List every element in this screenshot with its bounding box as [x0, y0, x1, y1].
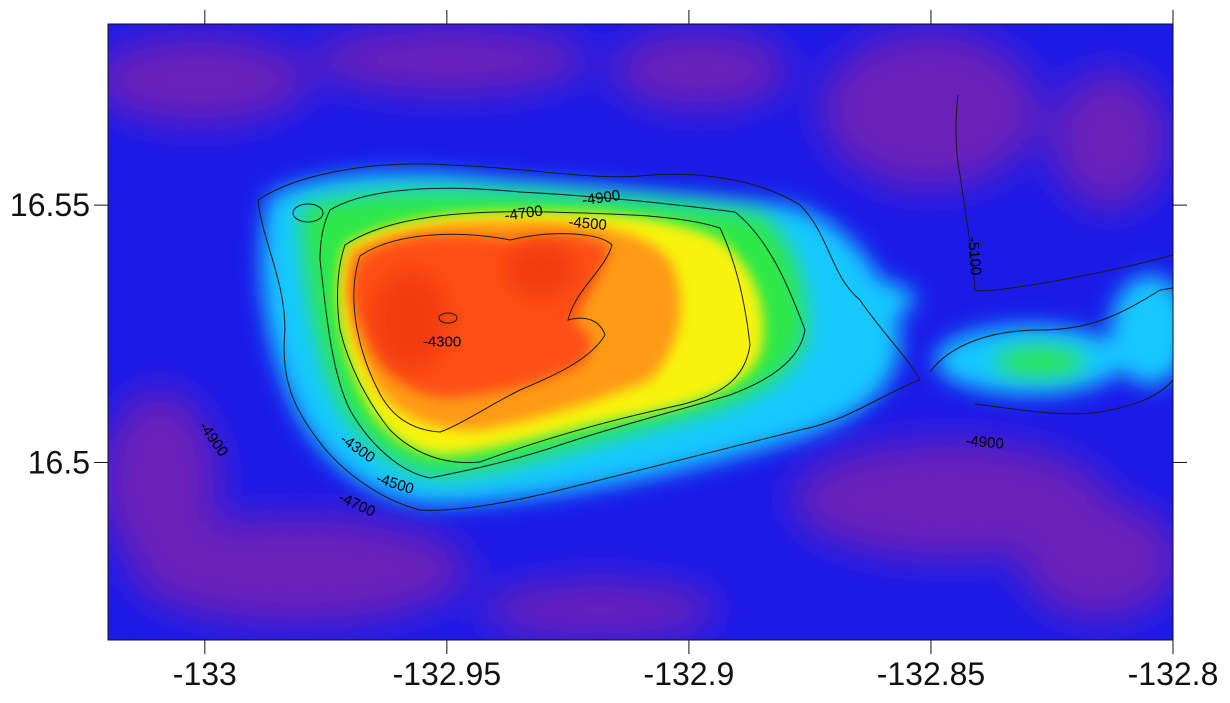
x-tick-label: -132.9 [644, 656, 735, 692]
contour-label: -4900 [581, 187, 621, 209]
contour-4700 [319, 187, 806, 479]
x-tick-label: -132.8 [1128, 656, 1219, 692]
contour-4500 [337, 211, 751, 464]
x-tick-label: -132.95 [393, 656, 502, 692]
y-tick-label: 16.5 [28, 444, 90, 480]
contour-lines [257, 94, 1173, 511]
contour-label: -4700 [504, 202, 544, 224]
contour-label: -5100 [964, 236, 984, 276]
contour-4300 [353, 233, 613, 433]
contour-label: -4300 [423, 334, 461, 351]
contour-4900 [257, 163, 921, 511]
contour-label: -4900 [965, 432, 1005, 452]
y-tick-label: 16.55 [10, 187, 90, 223]
depth-color-field [108, 24, 1173, 640]
contour-label: -4500 [568, 214, 608, 234]
contour-west-knoll [292, 203, 324, 223]
contour-4300-spot [438, 312, 458, 324]
plot-frame [107, 23, 1174, 641]
contour-4900-east [929, 287, 1173, 415]
x-axis: -133 -132.95 -132.9 -132.85 -132.8 [173, 10, 1219, 692]
deep-red-core [372, 242, 575, 370]
purple-deep-patches [108, 25, 1173, 640]
y-axis: 16.5 16.55 [10, 187, 1187, 480]
x-tick-label: -133 [173, 656, 237, 692]
contour-5100 [955, 94, 1173, 292]
x-tick-label: -132.85 [877, 656, 986, 692]
